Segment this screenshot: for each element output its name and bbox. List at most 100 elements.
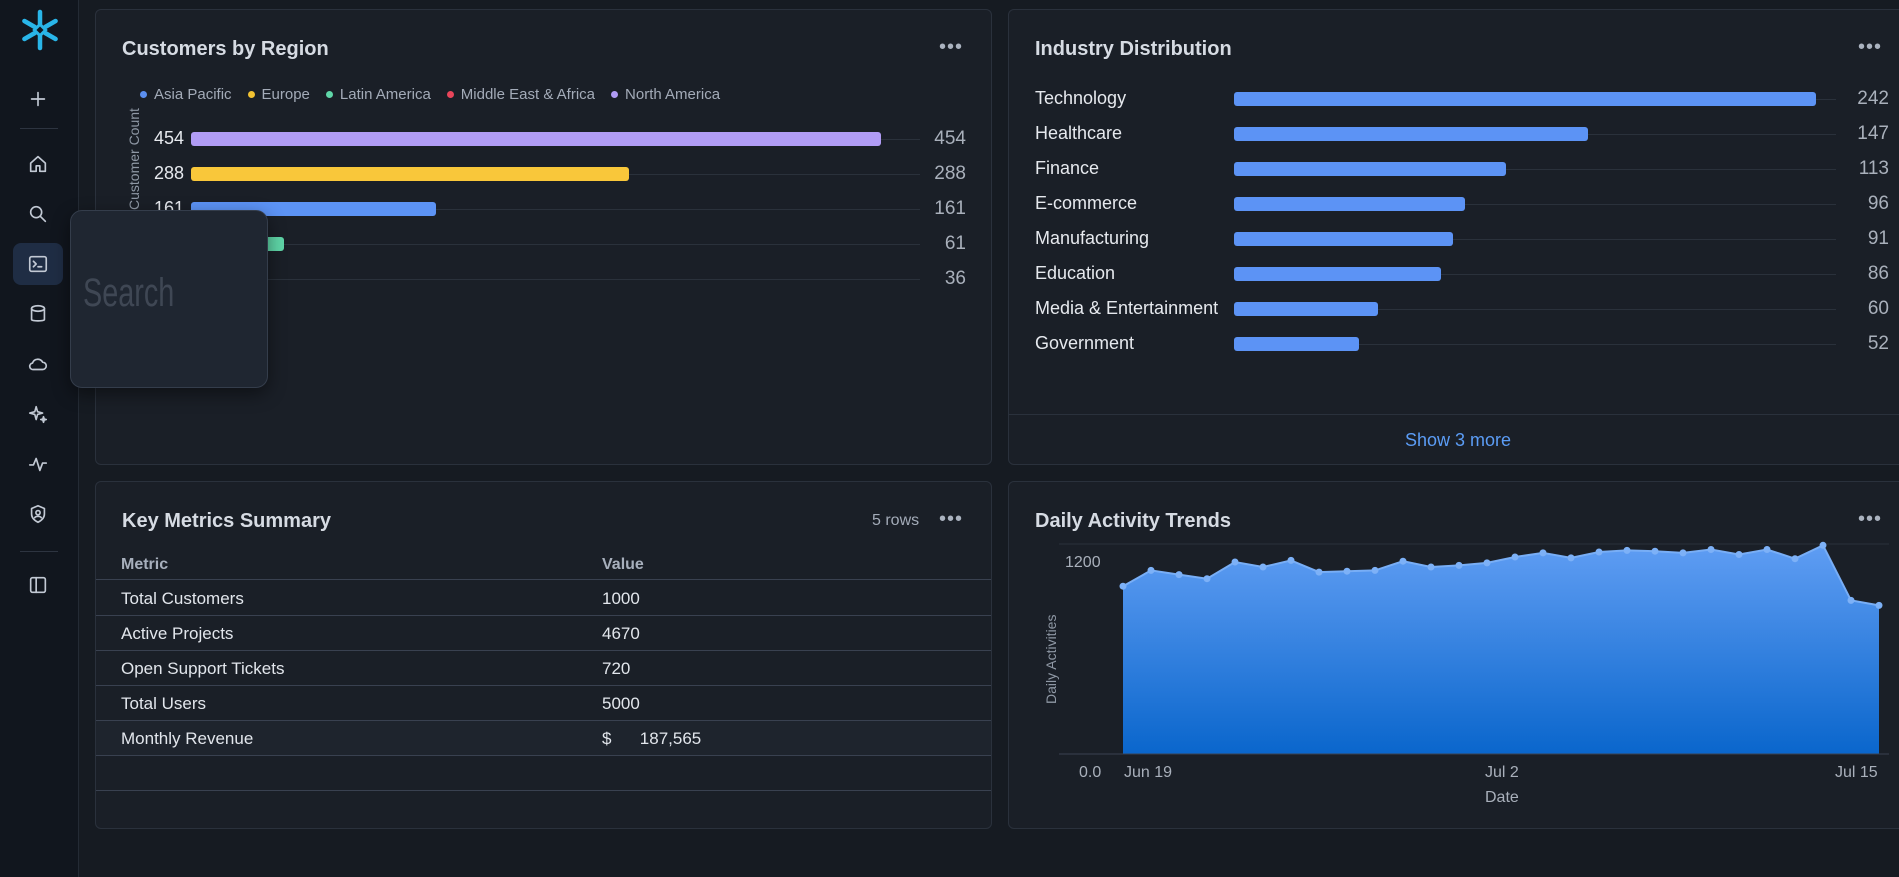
value-cell: 4670	[602, 624, 640, 643]
key-metrics-summary-card: Key Metrics Summary 5 rows ••• Metric Va…	[95, 481, 992, 829]
data-button[interactable]	[13, 293, 63, 335]
chart-legend: Asia Pacific Europe Latin America Middle Ea…	[140, 86, 720, 103]
legend-item[interactable]: Europe	[247, 86, 310, 103]
terminal-icon	[28, 255, 48, 273]
x-tick-label: Jun 19	[1124, 764, 1173, 781]
data-point[interactable]	[1707, 546, 1715, 553]
show-more-button[interactable]: Show 3 more	[1009, 414, 1899, 464]
monitoring-button[interactable]	[13, 443, 63, 485]
ai-button[interactable]	[13, 393, 63, 435]
data-point[interactable]	[1847, 596, 1855, 604]
data-point[interactable]	[1791, 555, 1799, 563]
data-point[interactable]	[1651, 547, 1659, 555]
column-header-value[interactable]: Value	[602, 556, 644, 573]
row-count: 5 rows	[872, 512, 920, 529]
legend-dot	[446, 91, 454, 98]
bar[interactable]	[1234, 92, 1816, 106]
bar[interactable]	[1234, 337, 1360, 351]
sidebar	[0, 0, 79, 877]
bar[interactable]	[191, 132, 881, 146]
legend-label: Asia Pacific	[154, 86, 232, 103]
table-header: Metric Value	[96, 548, 991, 580]
home-button[interactable]	[13, 143, 63, 185]
plus-icon	[30, 91, 46, 107]
data-point[interactable]	[1819, 541, 1827, 549]
data-point[interactable]	[1147, 566, 1155, 574]
data-point[interactable]	[1539, 549, 1547, 557]
legend-item[interactable]: Asia Pacific	[140, 86, 232, 103]
bar[interactable]	[1234, 127, 1588, 141]
bar[interactable]	[191, 167, 629, 181]
gridline	[191, 209, 920, 210]
legend-dot	[140, 91, 147, 98]
data-point[interactable]	[1483, 559, 1491, 567]
data-point[interactable]	[1427, 563, 1435, 571]
data-point[interactable]	[1119, 582, 1127, 590]
table-row[interactable]: Open Support Tickets 720	[96, 651, 991, 686]
table-row[interactable]	[96, 756, 991, 791]
data-point[interactable]	[1595, 548, 1603, 556]
card-title: Customers by Region	[122, 38, 329, 60]
bar-label: 288	[153, 163, 184, 183]
data-point[interactable]	[1259, 563, 1267, 571]
data-point[interactable]	[1343, 567, 1351, 575]
data-point[interactable]	[1875, 601, 1883, 609]
value-cell: $ 187,565	[602, 729, 702, 748]
data-point[interactable]	[1287, 556, 1295, 564]
card-title: Key Metrics Summary	[122, 510, 331, 532]
table-row[interactable]: Total Customers 1000	[96, 581, 991, 616]
data-point[interactable]	[1315, 568, 1323, 576]
data-point[interactable]	[1763, 546, 1771, 553]
bar-value: 60	[1867, 298, 1889, 319]
bar[interactable]	[1234, 162, 1506, 176]
bar-value: 96	[1867, 193, 1889, 214]
data-point[interactable]	[1679, 549, 1687, 557]
search-button[interactable]	[13, 193, 63, 235]
legend-item[interactable]: Middle East & Africa	[446, 86, 595, 103]
bar-value: 61	[944, 233, 966, 254]
activity-icon	[28, 457, 48, 472]
sparkle-icon	[28, 405, 48, 424]
more-options-icon[interactable]: •••	[1858, 36, 1883, 58]
create-button[interactable]	[13, 78, 63, 120]
bar-label: 454	[153, 128, 184, 148]
cloud-button[interactable]	[13, 343, 63, 385]
worksheets-button[interactable]	[13, 243, 63, 285]
bar[interactable]	[1234, 197, 1465, 211]
bar-value: 113	[1858, 158, 1889, 179]
data-point[interactable]	[1371, 566, 1379, 574]
bar[interactable]	[1234, 232, 1453, 246]
admin-button[interactable]	[13, 493, 63, 535]
data-point[interactable]	[1735, 551, 1743, 558]
table-row[interactable]: Total Users 5000	[96, 686, 991, 721]
more-options-icon[interactable]: •••	[939, 36, 964, 58]
panel-toggle-button[interactable]	[13, 564, 63, 606]
data-point[interactable]	[1399, 557, 1407, 565]
gridline	[1234, 169, 1836, 170]
bar[interactable]	[1234, 267, 1441, 281]
data-point[interactable]	[1175, 571, 1183, 579]
table-row[interactable]: Active Projects 4670	[96, 616, 991, 651]
metric-cell: Monthly Revenue	[121, 729, 254, 748]
search-tooltip: Search	[70, 210, 268, 388]
sidebar-toggle-icon	[29, 576, 47, 594]
legend-item[interactable]: Latin America	[325, 86, 431, 103]
gridline	[1234, 274, 1836, 275]
shield-user-icon	[30, 504, 46, 524]
data-point[interactable]	[1511, 553, 1519, 561]
y-tick-label: 0.0	[1079, 764, 1102, 781]
data-point[interactable]	[1231, 558, 1239, 566]
bar-value: 454	[934, 128, 966, 149]
bar-value: 91	[1867, 228, 1889, 249]
bar[interactable]	[1234, 302, 1379, 316]
more-options-icon[interactable]: •••	[939, 508, 964, 530]
data-point[interactable]	[1567, 554, 1575, 562]
column-header-metric[interactable]: Metric	[121, 556, 169, 573]
table-row[interactable]: Monthly Revenue $ 187,565	[96, 721, 991, 756]
data-point[interactable]	[1455, 561, 1463, 569]
snowflake-logo-icon[interactable]	[18, 8, 62, 52]
more-options-icon[interactable]: •••	[1858, 508, 1883, 530]
legend-item[interactable]: North America	[611, 86, 720, 103]
data-point[interactable]	[1203, 575, 1211, 583]
data-point[interactable]	[1623, 546, 1631, 554]
